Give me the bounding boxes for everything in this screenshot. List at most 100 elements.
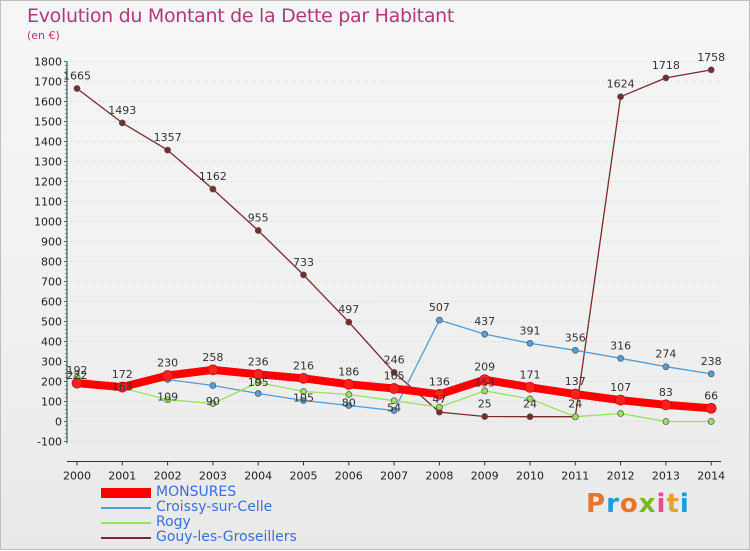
data-label: 195 [248,376,269,389]
data-point [617,354,624,362]
logo-letter: r [606,489,620,519]
data-label: 137 [565,375,586,388]
data-point [345,402,353,409]
data-label: 274 [655,348,676,361]
y-tick-label: 1500 [34,116,62,129]
data-point [526,413,534,421]
y-tick-label: 1600 [34,96,62,109]
data-point [118,119,126,127]
legend-label: Croissy-sur-Celle [156,499,273,515]
legend-swatch [101,507,151,509]
data-point [209,382,217,389]
data-label: 1665 [63,70,91,83]
data-label: 507 [429,301,450,314]
data-point [252,368,264,380]
legend-swatch [101,537,151,539]
data-point [71,377,83,389]
legend-label: Gouy-les-Groseillers [156,529,297,545]
x-tick-label: 2007 [380,470,408,483]
data-point [436,403,443,411]
data-label: 24 [523,398,537,411]
data-label: 258 [202,351,223,364]
data-point [345,391,353,398]
data-label: 109 [157,391,178,404]
data-point [707,66,715,74]
legend-swatch [101,488,151,498]
data-point [116,381,128,393]
data-label: 733 [293,256,314,269]
data-label: 24 [568,398,582,411]
data-point [615,394,626,406]
x-tick-label: 2003 [199,470,227,483]
data-point [164,146,171,154]
y-tick-label: 0 [55,416,62,429]
x-tick-label: 2014 [697,470,725,483]
legend-label: MONSURES [156,484,237,500]
data-label: 163 [112,381,133,394]
data-label: 209 [474,361,495,374]
data-label: 1162 [199,170,227,183]
data-label: 107 [610,381,631,394]
x-tick-label: 2013 [652,470,680,483]
data-label: 1758 [697,51,725,64]
data-label: 83 [659,386,673,399]
x-tick-label: 2004 [244,470,272,483]
y-tick-label: 1700 [34,76,62,89]
data-point [345,318,353,326]
data-point [390,407,398,414]
data-point [571,413,579,421]
x-tick-label: 2005 [290,470,318,483]
data-point [707,370,715,378]
data-label: 316 [610,339,631,352]
data-point [254,227,262,234]
logo-letter: t [666,489,680,519]
y-tick-label: 300 [41,356,62,369]
data-label: 391 [520,324,541,337]
x-tick-label: 2008 [425,470,453,483]
data-label: 955 [248,212,269,225]
data-point [705,402,717,414]
y-tick-label: 700 [41,276,62,289]
y-tick-label: -100 [37,436,62,449]
x-tick-label: 2010 [516,470,544,483]
x-tick-label: 2000 [63,470,91,483]
data-label: 47 [432,393,446,406]
data-label: 1624 [607,78,635,91]
y-tick-label: 1100 [34,196,62,209]
data-point [617,93,624,101]
data-label: 192 [67,364,88,377]
x-tick-label: 2011 [561,470,589,483]
y-tick-label: 1200 [34,176,62,189]
data-point [254,390,262,397]
chart-title: Evolution du Montant de la Dette par Hab… [27,5,455,27]
data-label: 136 [429,375,450,388]
data-point [298,372,309,384]
proxiti-logo: Proxiti [586,489,690,519]
y-tick-label: 100 [41,396,62,409]
data-label: 54 [387,402,401,415]
data-point [707,418,715,425]
y-tick-label: 1300 [34,156,62,169]
x-tick-label: 2002 [154,470,182,483]
data-point [660,399,672,411]
data-point [481,387,489,395]
data-point [526,339,534,347]
logo-letter: i [679,489,690,519]
data-label: 236 [248,355,269,368]
data-point [526,395,534,403]
y-tick-label: 1800 [34,56,62,69]
y-tick-label: 1000 [34,216,62,229]
data-point [436,316,443,324]
y-tick-label: 200 [41,376,62,389]
data-label: 437 [474,315,495,328]
data-point [209,400,217,407]
data-point [209,185,217,193]
data-point [162,370,173,381]
data-point [388,383,400,394]
data-label: 186 [338,365,359,378]
y-tick-label: 1400 [34,136,62,149]
data-label: 238 [701,355,722,368]
logo-letter: P [586,489,607,519]
